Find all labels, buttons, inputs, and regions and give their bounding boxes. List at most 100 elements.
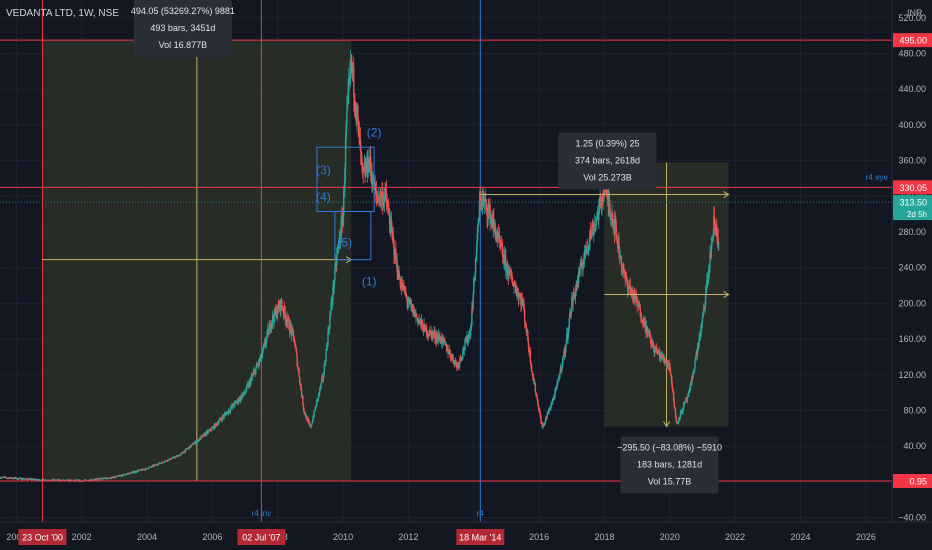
time-axis[interactable]: 2000200220042006200820102012201420162018… bbox=[0, 521, 932, 550]
candle-body bbox=[494, 223, 496, 232]
candle-body bbox=[623, 270, 626, 276]
range-stats-label[interactable] bbox=[133, 0, 232, 57]
candle-body bbox=[546, 413, 548, 418]
candle-body bbox=[561, 367, 563, 371]
wave-label[interactable]: (4) bbox=[316, 190, 331, 204]
candle-body bbox=[363, 168, 365, 172]
candle-body bbox=[125, 474, 127, 476]
price-tick-label: 280.00 bbox=[898, 227, 926, 237]
price-tick-label: 240.00 bbox=[898, 263, 926, 273]
candle-body bbox=[562, 356, 564, 363]
candle-body bbox=[700, 324, 702, 332]
candle-body bbox=[417, 320, 420, 323]
candle-body bbox=[222, 416, 225, 418]
candle-body bbox=[523, 303, 525, 311]
candle-body bbox=[383, 195, 386, 203]
candle-body bbox=[250, 376, 253, 380]
candle-body bbox=[399, 279, 401, 286]
candle-body bbox=[226, 412, 228, 415]
candle-body bbox=[299, 377, 301, 383]
candle-body bbox=[270, 322, 273, 329]
measure-label-line: 1.25 (0.39%) 25 bbox=[575, 139, 639, 149]
candle-body bbox=[694, 358, 697, 362]
candle-body bbox=[317, 398, 319, 400]
candle-body bbox=[276, 313, 278, 318]
time-tick-label: 2004 bbox=[137, 532, 157, 542]
candle-body bbox=[35, 479, 38, 481]
candle-body bbox=[403, 286, 406, 294]
candle-body bbox=[718, 245, 720, 247]
candle-body bbox=[371, 174, 373, 185]
candle-body bbox=[22, 478, 24, 480]
candle-body bbox=[291, 328, 293, 336]
candle-body bbox=[565, 342, 567, 346]
candle-body bbox=[612, 222, 614, 226]
candle-body bbox=[313, 410, 315, 417]
candle-body bbox=[245, 386, 248, 392]
candle-body bbox=[378, 198, 381, 203]
candle-body bbox=[502, 257, 505, 260]
wave-label[interactable]: (3) bbox=[316, 163, 331, 177]
candle-body bbox=[601, 196, 604, 201]
candle-body bbox=[344, 138, 347, 170]
candle-body bbox=[561, 362, 564, 368]
candle-body bbox=[716, 232, 718, 236]
candle-body bbox=[104, 477, 106, 479]
candle-body bbox=[598, 204, 600, 221]
candle-body bbox=[715, 229, 718, 233]
candle-body bbox=[695, 352, 697, 359]
candle-body bbox=[109, 477, 112, 479]
candle-body bbox=[329, 311, 332, 317]
candle-body bbox=[629, 285, 631, 289]
candle-body bbox=[579, 265, 581, 275]
candle-body bbox=[603, 186, 606, 195]
candle-body bbox=[621, 267, 624, 271]
candle-body bbox=[540, 416, 542, 423]
candle-body bbox=[207, 430, 210, 433]
candle-body bbox=[649, 336, 652, 339]
candle-body bbox=[321, 378, 323, 383]
candle-body bbox=[210, 430, 212, 432]
candle-body bbox=[591, 225, 594, 227]
candle-body bbox=[350, 58, 352, 63]
candle-body bbox=[261, 354, 263, 358]
chart-drawings[interactable]: r4 eye (2) (3) (4) (5) (1) 494.05 (53269.27%) … bbox=[0, 0, 892, 518]
candle-body bbox=[300, 384, 302, 390]
candle-body bbox=[468, 334, 470, 340]
candle-body bbox=[295, 350, 298, 355]
wave-label[interactable]: (1) bbox=[362, 275, 377, 289]
date-marker-text: 23 Oct '00 bbox=[22, 533, 63, 543]
candle-body bbox=[405, 294, 408, 298]
candle-body bbox=[428, 334, 430, 336]
measure-label-line: −295.50 (−83.08%) −5910 bbox=[617, 443, 722, 453]
candle-body bbox=[699, 331, 702, 338]
candle-body bbox=[672, 391, 675, 402]
candle-body bbox=[641, 321, 643, 323]
measure-stats-label[interactable] bbox=[558, 132, 657, 190]
candle-body bbox=[618, 253, 621, 258]
level-price-tag bbox=[893, 33, 932, 48]
candle-body bbox=[396, 259, 398, 273]
candle-body bbox=[693, 368, 696, 373]
candle-body bbox=[228, 410, 230, 414]
price-axis[interactable]: 520.00480.00440.00400.00360.00320.00280.… bbox=[891, 0, 932, 550]
elliott-wave-box[interactable] bbox=[334, 210, 372, 261]
candle-body bbox=[353, 66, 355, 98]
candle-body bbox=[451, 356, 453, 359]
candle-body bbox=[384, 188, 386, 196]
range-stats-label[interactable] bbox=[620, 436, 719, 494]
candle-body bbox=[331, 302, 333, 304]
time-tick-label: 2018 bbox=[594, 532, 614, 542]
candle-body bbox=[30, 478, 33, 480]
candle-body bbox=[241, 395, 243, 399]
candle-body bbox=[351, 62, 353, 63]
candle-body bbox=[567, 327, 570, 334]
candle-body bbox=[490, 216, 493, 218]
candle-body bbox=[110, 478, 112, 480]
candle-body bbox=[320, 382, 322, 388]
wave-label[interactable]: (5) bbox=[337, 235, 352, 249]
candle-body bbox=[252, 373, 254, 376]
wave-label[interactable]: (2) bbox=[367, 126, 382, 140]
candle-body bbox=[163, 461, 166, 463]
